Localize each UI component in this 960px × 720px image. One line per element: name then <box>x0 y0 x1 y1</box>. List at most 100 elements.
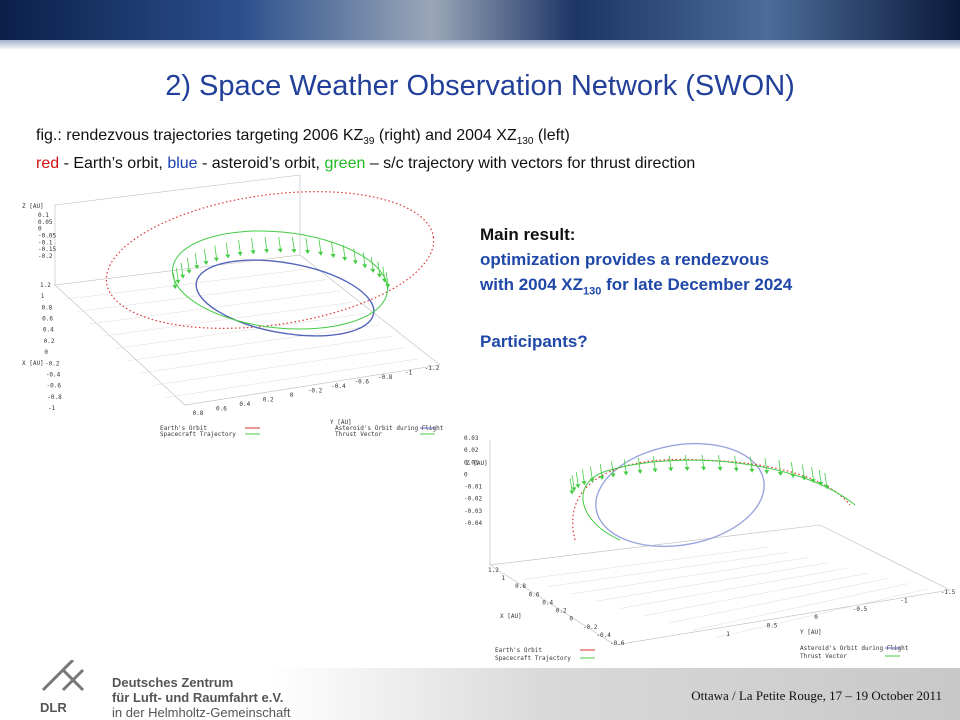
thrust-vector <box>377 261 381 276</box>
tick-label: 0 <box>464 471 468 478</box>
arrow-head <box>589 478 595 483</box>
thrust-vector <box>581 469 585 484</box>
tick-label: -1.2 <box>425 365 440 372</box>
thrust-vector <box>701 454 705 469</box>
thrust-vector <box>685 454 688 470</box>
tick-label: -0.4 <box>331 383 346 390</box>
tick-label: 0.1 <box>38 212 49 219</box>
thrust-vector <box>203 249 207 264</box>
tick-label: -0.2 <box>583 624 598 631</box>
caption-text: blue <box>167 155 198 172</box>
thrust-vector <box>385 272 389 287</box>
tick-label: 0 <box>44 349 48 356</box>
arrow-head <box>317 251 323 256</box>
result-heading: Main result: <box>480 225 576 244</box>
tick-label: 0.6 <box>216 406 227 413</box>
org-line: Deutsches Zentrum <box>112 675 234 690</box>
arrow-head <box>362 264 368 269</box>
arrow-head <box>801 476 807 481</box>
thrust-vector <box>637 457 641 472</box>
tick-label: -0.04 <box>464 520 482 527</box>
caption-text: – s/c trajectory with vectors for thrust… <box>365 155 696 172</box>
caption-line: fig.: rendezvous trajectories targeting … <box>36 127 570 147</box>
thrust-vector <box>749 456 753 471</box>
tick-label: -0.05 <box>38 233 56 240</box>
org-line: in der Helmholtz-Gemeinschaft <box>112 705 291 720</box>
arrow-head <box>569 490 575 495</box>
tick-label: 1 <box>41 293 45 300</box>
caption-text: fig.: rendezvous trajectories targeting … <box>36 127 364 144</box>
thrust-vector <box>824 472 828 488</box>
grid-line <box>643 572 869 617</box>
thrust-vector <box>186 257 190 272</box>
tick-label: 1.2 <box>40 282 51 289</box>
arrow-head <box>733 467 739 472</box>
caption-text: green <box>324 155 366 172</box>
caption-text: (right) and 2004 XZ <box>374 127 517 144</box>
arrow-head <box>370 268 376 273</box>
thrust-vector <box>652 456 656 471</box>
arrow-head <box>180 274 186 279</box>
tick-label: -0.8 <box>47 394 62 401</box>
caption-line: red - Earth’s orbit, blue - asteroid’s o… <box>36 155 695 173</box>
thrust-vector <box>734 455 737 470</box>
thrust-vector <box>251 238 254 253</box>
thrust-vector <box>278 236 282 251</box>
org-name: Deutsches Zentrum für Luft- und Raumfahr… <box>112 675 290 720</box>
tick-label: 0 <box>814 614 818 621</box>
arrow-head <box>717 467 723 472</box>
thrust-vector <box>801 464 805 479</box>
axis-label: Y [AU] <box>330 419 352 426</box>
tick-label: -0.6 <box>47 383 62 390</box>
thrust-vector <box>180 262 184 277</box>
subscript: 39 <box>363 136 375 148</box>
tick-label: 0 <box>38 226 42 233</box>
grid-line <box>547 552 789 587</box>
caption-text: - asteroid’s orbit, <box>197 155 325 172</box>
tick-label: -0.2 <box>38 253 53 260</box>
tick-label: -1 <box>48 405 56 412</box>
thrust-vector <box>569 478 573 493</box>
axis <box>54 174 301 206</box>
tick-label: -0.8 <box>378 374 393 381</box>
thrust-vector <box>778 459 782 475</box>
tick-label: -0.01 <box>464 484 482 491</box>
tick-label: -0.2 <box>308 388 323 395</box>
slide-title: 2) Space Weather Observation Network (SW… <box>165 70 795 102</box>
arrow-head <box>291 249 297 254</box>
tick-label: 0.05 <box>38 219 53 226</box>
result-text: for late December 2024 <box>601 275 793 294</box>
arrow-head <box>610 473 616 478</box>
grid-line <box>64 268 314 300</box>
arrow-head <box>263 249 269 254</box>
legend-label: Thrust Vector <box>800 653 847 660</box>
thrust-vector <box>305 238 309 253</box>
tick-label: 0.8 <box>41 304 52 311</box>
arrow-head <box>571 487 577 492</box>
arrow-head <box>623 471 629 476</box>
arrow-head <box>376 273 382 278</box>
arrow-head <box>250 250 256 255</box>
thrust-vector <box>291 237 295 252</box>
axis-label: X [AU] <box>22 360 44 367</box>
spacecraft-trajectory <box>582 459 856 541</box>
arrow-head <box>186 269 192 274</box>
grid-line <box>127 324 380 362</box>
asteroid-orbit <box>195 259 375 337</box>
result-question: Participants? <box>480 332 588 352</box>
thrust-vector <box>599 463 603 478</box>
tick-label: -0.4 <box>596 632 611 639</box>
arrow-head <box>777 471 783 476</box>
legend-label: Earth's Orbit <box>495 647 542 654</box>
axis-label: Z [AU] <box>22 203 44 210</box>
thrust-vector <box>370 256 374 271</box>
tick-label: 0.4 <box>43 327 54 334</box>
result-box: Main result: optimization provides a ren… <box>480 222 792 354</box>
tick-label: -0.15 <box>38 246 56 253</box>
thrust-vector <box>362 252 366 267</box>
tick-label: 1.2 <box>488 567 499 574</box>
tick-label: 0.2 <box>44 338 55 345</box>
grid-line <box>667 578 889 624</box>
arrow-head <box>385 284 391 289</box>
